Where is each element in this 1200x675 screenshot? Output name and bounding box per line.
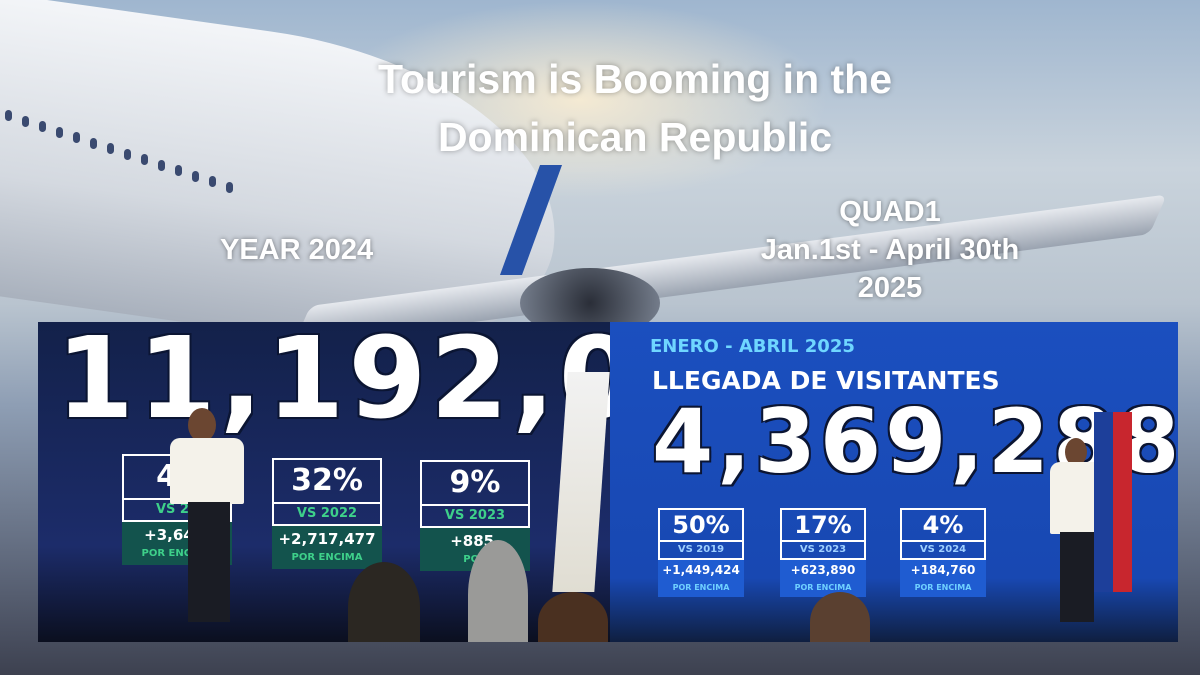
- stat-percent: 50%: [658, 508, 744, 542]
- airplane-window: [124, 148, 131, 160]
- audience-member: [810, 592, 870, 642]
- stat-vs: VS 2024: [900, 542, 986, 560]
- airplane-window: [5, 110, 12, 121]
- left-caption: YEAR 2024: [220, 234, 374, 266]
- stat-box: 32% VS 2022 +2,717,477 POR ENCIMA: [272, 458, 382, 569]
- headline-line1: Tourism is Booming in the: [377, 56, 893, 102]
- stat-percent: 9%: [420, 460, 530, 506]
- right-caption-line3: 2025: [857, 272, 923, 304]
- arrivals-heading: LLEGADA DE VISITANTES: [652, 366, 1000, 395]
- airplane-window: [56, 126, 63, 138]
- right-photo-2025: ENERO - ABRIL 2025 LLEGADA DE VISITANTES…: [610, 322, 1178, 642]
- left-photo-2024: 11,192,047 49 VS 20 +3,642, POR ENCIMA 3…: [38, 322, 610, 642]
- airplane-window: [22, 115, 29, 127]
- airplane-window: [209, 176, 216, 187]
- stat-percent: 32%: [272, 458, 382, 504]
- stat-note: POR ENCIMA: [900, 580, 986, 597]
- audience-member: [538, 592, 608, 642]
- airplane-window: [107, 143, 114, 154]
- stat-vs: VS 2019: [658, 542, 744, 560]
- audience-member: [348, 562, 420, 642]
- flag: [1094, 412, 1132, 592]
- stat-vs: VS 2023: [780, 542, 866, 560]
- stat-amount: +2,717,477: [272, 526, 382, 548]
- headline: Tourism is Booming in the Dominican Repu…: [235, 50, 1035, 166]
- airplane-window: [73, 132, 80, 143]
- stat-note: POR ENCIMA: [272, 548, 382, 569]
- airplane-window: [175, 165, 182, 176]
- airplane-window: [192, 170, 199, 182]
- airplane-window: [90, 137, 97, 149]
- airplane-window: [141, 154, 148, 165]
- right-caption: QUAD1 Jan.1st - April 30th 2025: [700, 193, 1080, 307]
- stat-amount: +1,449,424: [658, 560, 744, 580]
- stat-box: 4% VS 2024 +184,760 POR ENCIMA: [900, 508, 986, 597]
- stat-note: POR ENCIMA: [658, 580, 744, 597]
- audience-member: [468, 540, 528, 642]
- airplane-window: [158, 159, 165, 171]
- stat-vs: VS 2023: [420, 506, 530, 528]
- stat-amount: +885,: [420, 528, 530, 550]
- total-2024: 11,192,047: [56, 322, 610, 444]
- stat-amount: +184,760: [900, 560, 986, 580]
- stat-percent: 4%: [900, 508, 986, 542]
- right-caption-line1: QUAD1: [839, 196, 941, 228]
- headline-line2: Dominican Republic: [437, 114, 833, 160]
- airplane-window: [226, 181, 233, 193]
- stat-vs: VS 2022: [272, 504, 382, 526]
- right-caption-line2: Jan.1st - April 30th: [760, 234, 1020, 266]
- stat-box: 17% VS 2023 +623,890 POR ENCIMA: [780, 508, 866, 597]
- airplane-window: [39, 121, 46, 132]
- stat-amount: +623,890: [780, 560, 866, 580]
- stat-percent: 17%: [780, 508, 866, 542]
- stat-box: 50% VS 2019 +1,449,424 POR ENCIMA: [658, 508, 744, 597]
- period-label: ENERO - ABRIL 2025: [650, 336, 855, 357]
- stat-vs: VS 20: [122, 500, 232, 522]
